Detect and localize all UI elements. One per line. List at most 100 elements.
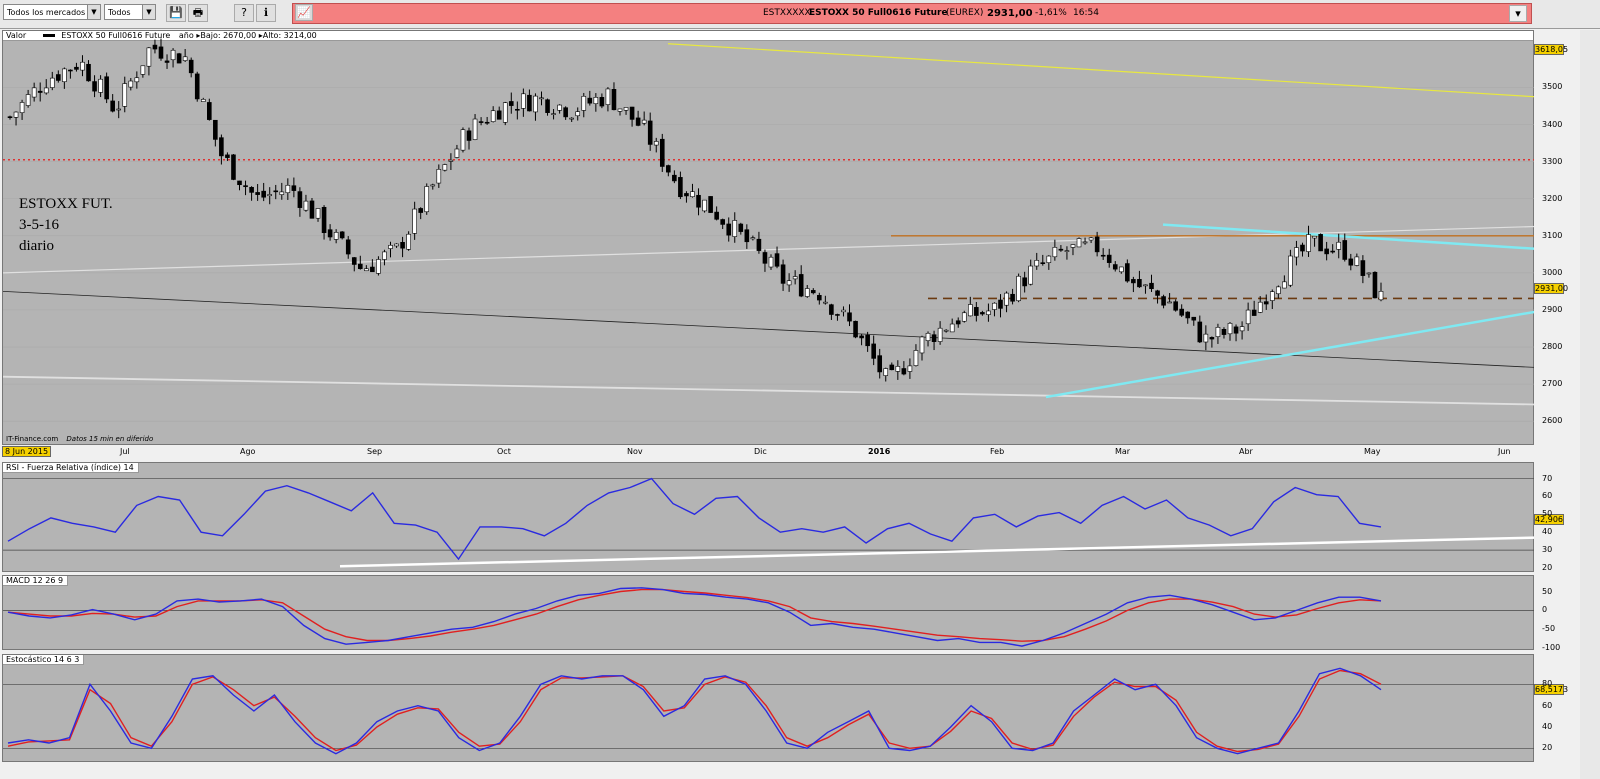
y-tick-label: 40 — [1542, 722, 1553, 731]
rsi-chart — [3, 477, 1535, 568]
candle-up — [267, 194, 273, 197]
candle-up — [1282, 281, 1287, 289]
candle-down — [7, 116, 13, 119]
y-tick-label: 50 — [1542, 586, 1553, 596]
candle-down — [515, 108, 520, 111]
help-icon[interactable]: ? — [234, 4, 254, 22]
macd-panel-header: MACD 12 26 9 — [3, 576, 69, 586]
candle-up — [502, 102, 508, 123]
upper-channel-line — [3, 225, 1535, 274]
candle-up — [1215, 327, 1221, 337]
candle-down — [261, 190, 266, 198]
y-tick-label: 3000 — [1542, 267, 1563, 277]
candle-down — [1112, 264, 1118, 270]
candle-up — [539, 97, 544, 100]
candle-down — [1318, 234, 1323, 252]
candle-down — [1149, 282, 1154, 290]
x-tick-label: Dic — [754, 447, 767, 456]
x-tick-label: Oct — [497, 447, 511, 456]
candle-down — [1022, 277, 1027, 287]
candle-down — [859, 335, 864, 339]
candle-up — [333, 232, 339, 240]
candle-down — [835, 314, 840, 316]
candle-up — [182, 56, 188, 61]
candle-down — [599, 97, 605, 107]
candle-down — [1131, 279, 1136, 284]
instrument-code: ESTXXXXX — [763, 8, 811, 18]
candle-down — [152, 44, 158, 50]
candle-down — [370, 266, 375, 273]
candle-up — [1306, 234, 1311, 252]
x-tick-label: Nov — [627, 447, 643, 456]
candle-down — [213, 119, 218, 140]
candle-up — [702, 199, 707, 212]
candle-up — [200, 99, 206, 102]
candle-down — [810, 290, 816, 294]
candle-up — [442, 164, 448, 171]
print-icon[interactable]: 🖶 — [188, 4, 208, 22]
candle-down — [1330, 250, 1335, 253]
instrument-exchange: (EUREX) — [946, 8, 984, 18]
market-select[interactable]: Todos los mercados ▼ — [3, 4, 101, 20]
candle-up — [792, 276, 798, 280]
type-select[interactable]: Todos ▼ — [104, 4, 156, 20]
candle-up — [1143, 284, 1148, 287]
candle-up — [460, 129, 466, 151]
chevron-down-icon[interactable]: ▼ — [142, 5, 155, 19]
candle-down — [1179, 308, 1184, 316]
x-tick-label: 2016 — [868, 447, 891, 456]
candle-down — [237, 180, 242, 186]
candle-up — [919, 336, 925, 354]
candle-down — [756, 238, 762, 251]
yellow-trendline — [667, 43, 1535, 98]
candle-up — [285, 184, 291, 194]
candle-down — [297, 191, 303, 208]
candle-up — [13, 111, 19, 118]
candle-down — [1348, 258, 1354, 266]
type-select-value: Todos — [108, 8, 131, 17]
candle-up — [424, 186, 430, 213]
info-icon[interactable]: ℹ — [256, 4, 276, 22]
candle-up — [521, 93, 526, 109]
candle-down — [400, 242, 405, 249]
scrollbar[interactable] — [1580, 30, 1600, 779]
candle-down — [110, 100, 115, 112]
price-y-axis: 3618,05 2931,00 3500 3400 3300 3200 3100 3000… — [1534, 30, 1568, 445]
save-icon[interactable]: 💾 — [166, 4, 186, 22]
candle-up — [605, 88, 611, 105]
candle-down — [309, 200, 315, 219]
candle-up — [382, 251, 387, 260]
candle-down — [321, 206, 327, 234]
y-tick-label: 3400 — [1542, 119, 1563, 129]
candle-down — [1209, 337, 1215, 340]
candle-down — [496, 110, 502, 120]
candle-down — [74, 66, 79, 70]
candle-up — [1064, 250, 1070, 252]
x-tick-label: May — [1364, 447, 1381, 456]
y-tick-label: 3100 — [1542, 230, 1563, 240]
series-name: ESTOXX 50 Full0616 Future — [61, 31, 171, 40]
candle-down — [678, 177, 683, 198]
candle-down — [672, 174, 677, 182]
y-tick-label: 80 — [1542, 679, 1553, 689]
candle-down — [563, 107, 568, 118]
candle-up — [1366, 272, 1372, 275]
x-tick-label: Feb — [990, 447, 1005, 456]
candle-up — [80, 61, 85, 71]
candle-down — [1185, 311, 1191, 319]
candle-down — [1342, 240, 1348, 260]
candle-down — [1106, 254, 1112, 263]
candle-up — [279, 191, 285, 195]
x-tick-label: Sep — [367, 447, 383, 456]
candle-down — [635, 117, 641, 126]
candle-up — [533, 95, 538, 113]
candle-down — [708, 196, 713, 213]
candle-up — [1312, 235, 1317, 239]
candle-up — [1082, 241, 1088, 244]
chart-icon[interactable]: 📈 — [295, 4, 313, 21]
candle-down — [37, 90, 43, 93]
chevron-down-icon[interactable]: ▼ — [87, 5, 100, 19]
candle-down — [56, 74, 61, 81]
dropdown-icon[interactable]: ▾ — [1509, 5, 1527, 22]
candle-up — [1028, 265, 1034, 285]
